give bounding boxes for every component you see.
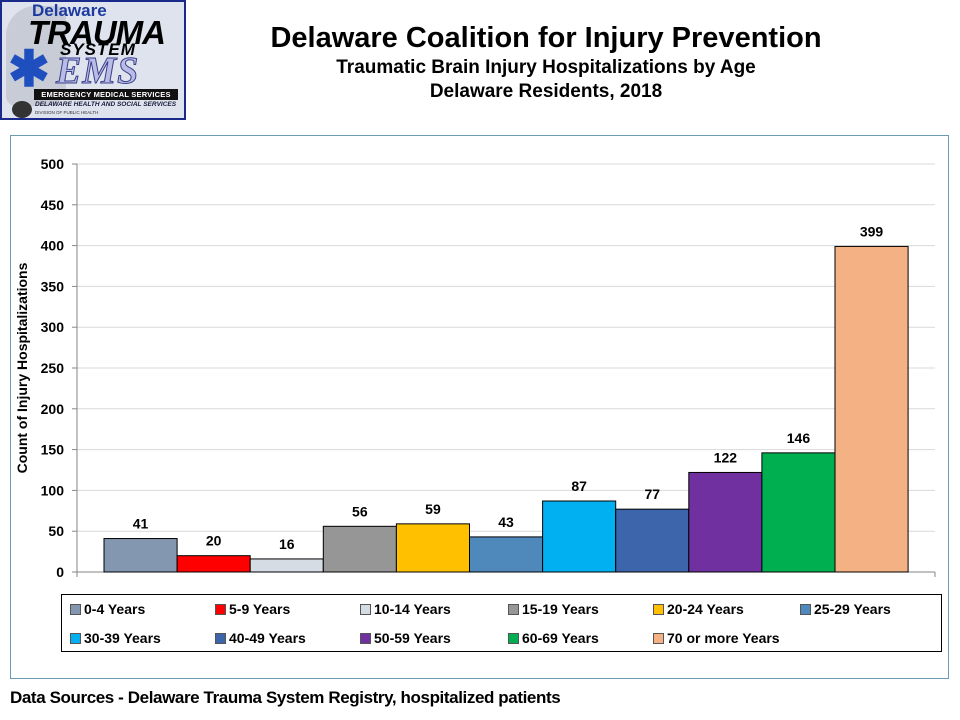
data-label: 16	[279, 536, 295, 552]
legend-item: 25-29 Years	[800, 600, 891, 618]
dhss-seal-icon	[12, 101, 32, 118]
legend-item: 20-24 Years	[653, 600, 744, 618]
legend-swatch	[653, 632, 664, 644]
legend-swatch	[70, 603, 81, 615]
legend-item: 60-69 Years	[508, 629, 599, 647]
legend-item: 0-4 Years	[70, 600, 145, 618]
star-of-life-icon: ✱	[8, 41, 50, 97]
legend-label: 0-4 Years	[84, 601, 146, 617]
legend-label: 70 or more Years	[667, 630, 780, 646]
logo-emergency-banner: EMERGENCY MEDICAL SERVICES	[34, 89, 178, 100]
logo-dph-text: DIVISION OF PUBLIC HEALTH	[35, 110, 99, 115]
bar-5-9-years	[176, 555, 251, 573]
data-labels: 41 20 16 56 59 43 87 77 122 146 399	[133, 223, 884, 552]
bar-20-24-years	[395, 523, 470, 573]
bar-15-19-years	[322, 525, 397, 573]
legend-label: 50-59 Years	[374, 630, 451, 646]
legend-item: 50-59 Years	[360, 629, 451, 647]
bar-0-4-years	[103, 538, 178, 573]
y-tick-label: 150	[41, 442, 65, 458]
legend-item: 30-39 Years	[70, 629, 161, 647]
data-label: 77	[644, 486, 660, 502]
data-label: 122	[714, 449, 738, 465]
chart-subtitle: Traumatic Brain Injury Hospitalizations …	[336, 57, 756, 78]
legend-label: 40-49 Years	[229, 630, 306, 646]
data-label: 41	[133, 516, 149, 532]
bar-25-29-years	[469, 536, 544, 573]
y-tick-label: 500	[41, 156, 65, 172]
chart-frame	[10, 135, 949, 679]
legend-swatch	[508, 632, 519, 644]
logo-system-text: SYSTEM	[60, 40, 136, 59]
legend-swatch	[360, 603, 371, 615]
chart-legend: 0-4 Years 5-9 Years 10-14 Years 15-19 Years…	[61, 594, 942, 652]
y-axis-label: Count of Injury Hospitalizations	[14, 262, 30, 473]
title-block: Delaware Coalition for Injury Prevention…	[186, 20, 906, 104]
legend-swatch	[215, 603, 226, 615]
legend-swatch	[653, 603, 664, 615]
legend-swatch	[800, 603, 811, 615]
data-label: 146	[787, 430, 811, 446]
y-tick-label: 400	[41, 238, 65, 254]
data-label: 87	[571, 478, 587, 494]
y-tick-label: 350	[41, 278, 65, 294]
y-tick-label: 200	[41, 401, 65, 417]
y-tick-label: 300	[41, 319, 65, 335]
data-label: 20	[206, 533, 222, 549]
legend-item: 15-19 Years	[508, 600, 599, 618]
bar-10-14-years	[249, 558, 324, 573]
bar-40-49-years	[615, 508, 690, 573]
legend-label: 30-39 Years	[84, 630, 161, 646]
data-label: 59	[425, 501, 441, 517]
legend-item: 5-9 Years	[215, 600, 290, 618]
bar-30-39-years	[542, 500, 617, 573]
legend-swatch	[360, 632, 371, 644]
logo-delaware-text: Delaware	[32, 1, 107, 20]
bar-70-or-more-years	[834, 245, 909, 573]
y-tick-label: 0	[56, 564, 64, 580]
y-tick-label: 100	[41, 482, 65, 498]
legend-swatch	[70, 632, 81, 644]
logo-dhss-text: DELAWARE HEALTH AND SOCIAL SERVICES	[35, 101, 177, 108]
legend-swatch	[215, 632, 226, 644]
legend-label: 5-9 Years	[229, 601, 291, 617]
logo-ems-text: EMS	[55, 50, 140, 92]
chart-subtitle-2: Delaware Residents, 2018	[429, 81, 663, 102]
legend-item: 40-49 Years	[215, 629, 306, 647]
y-tick-label: 250	[41, 360, 65, 376]
y-tick-label: 50	[48, 523, 64, 539]
y-tick-label: 450	[41, 197, 65, 213]
legend-item: 70 or more Years	[653, 629, 780, 647]
trauma-system-logo: Delaware TRAUMA SYSTEM ✱ EMS EMERGENCY M…	[0, 0, 186, 120]
legend-label: 10-14 Years	[374, 601, 451, 617]
legend-label: 25-29 Years	[814, 601, 891, 617]
logo-trauma-text: TRAUMA	[28, 14, 166, 51]
bars	[103, 245, 909, 573]
bar-50-59-years	[688, 471, 763, 573]
legend-label: 20-24 Years	[667, 601, 744, 617]
legend-label: 60-69 Years	[522, 630, 599, 646]
legend-item: 10-14 Years	[360, 600, 451, 618]
data-label: 399	[860, 223, 884, 239]
data-source-note: Data Sources - Delaware Trauma System Re…	[10, 688, 561, 707]
data-label: 43	[498, 514, 514, 530]
legend-swatch	[508, 603, 519, 615]
data-label: 56	[352, 503, 368, 519]
legend-label: 15-19 Years	[522, 601, 599, 617]
page-title: Delaware Coalition for Injury Prevention	[270, 22, 822, 54]
bar-60-69-years	[761, 452, 836, 573]
